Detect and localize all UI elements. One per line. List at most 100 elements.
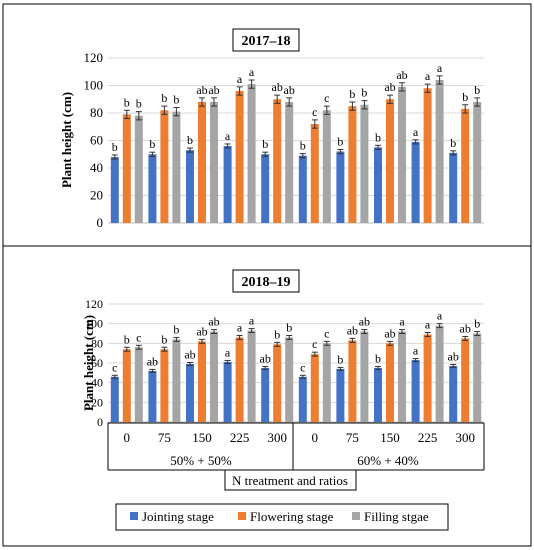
significance-label: b bbox=[375, 130, 381, 144]
bar bbox=[360, 331, 369, 422]
group-label-60-40: 60% + 40% bbox=[357, 453, 419, 468]
bar bbox=[411, 360, 420, 422]
legend: Jointing stage Flowering stage Filling s… bbox=[115, 503, 449, 531]
significance-label: ab bbox=[196, 324, 207, 338]
significance-label: b bbox=[124, 332, 130, 346]
significance-label: b bbox=[300, 139, 306, 153]
significance-label: a bbox=[225, 346, 231, 360]
bar bbox=[435, 80, 444, 223]
y-tick-label: 80 bbox=[91, 336, 103, 350]
bar bbox=[247, 84, 256, 223]
significance-label: b bbox=[474, 317, 480, 331]
legend-swatch-filling bbox=[352, 512, 360, 520]
bar bbox=[122, 114, 131, 223]
significance-label: c bbox=[300, 360, 305, 374]
x-tick-label: 75 bbox=[158, 430, 171, 445]
significance-label: c bbox=[312, 337, 317, 351]
significance-label: b bbox=[173, 322, 179, 336]
bar bbox=[461, 338, 470, 422]
significance-label: ab bbox=[184, 348, 195, 362]
y-tick-label: 120 bbox=[84, 50, 104, 65]
y-tick-label: 20 bbox=[91, 395, 103, 409]
bar bbox=[148, 370, 157, 422]
significance-label: b bbox=[149, 137, 155, 151]
legend-swatch-jointing bbox=[130, 512, 138, 520]
bar bbox=[172, 339, 181, 422]
bar bbox=[386, 99, 394, 223]
bar bbox=[322, 110, 331, 223]
y-tick-label: 60 bbox=[90, 133, 103, 148]
panel-2017-18: 2017–18 Plant height (cm) 0 20 40 60 80 100 12… bbox=[59, 28, 484, 230]
y-tick-label: 40 bbox=[90, 160, 103, 175]
bar bbox=[198, 102, 206, 223]
x-tick-label: 0 bbox=[312, 430, 319, 445]
legend-swatch-flowering bbox=[238, 512, 246, 520]
significance-label: b bbox=[361, 86, 367, 100]
bar bbox=[398, 86, 406, 223]
bar bbox=[160, 110, 169, 223]
significance-label: ab bbox=[396, 68, 407, 82]
significance-label: a bbox=[249, 314, 255, 328]
bar bbox=[110, 376, 119, 422]
bar bbox=[336, 368, 345, 422]
x-tick-label: 75 bbox=[346, 430, 359, 445]
bar bbox=[235, 91, 244, 223]
significance-label: ab bbox=[196, 83, 207, 97]
bar bbox=[374, 147, 382, 223]
x-tick-label: 0 bbox=[124, 430, 131, 445]
bar bbox=[273, 344, 282, 422]
significance-label: c bbox=[136, 330, 141, 344]
significance-label: a bbox=[413, 344, 419, 358]
significance-label: ab bbox=[384, 326, 395, 340]
significance-label: ab bbox=[208, 315, 219, 329]
significance-label: a bbox=[237, 320, 243, 334]
x-tick-label: 300 bbox=[455, 430, 475, 445]
bar bbox=[261, 367, 270, 422]
x-tick-label: 225 bbox=[418, 430, 438, 445]
panel-2017-18-axes: 0 20 40 60 80 100 120 bbox=[84, 50, 484, 230]
bar bbox=[348, 340, 357, 422]
bar bbox=[210, 331, 218, 422]
bar bbox=[386, 343, 394, 422]
panel-2018-19: 2018–19 Plant height (cm) 0 20 40 60 80 100 12… bbox=[81, 269, 485, 491]
significance-label: b bbox=[474, 83, 480, 97]
significance-label: b bbox=[462, 90, 468, 104]
bar bbox=[148, 154, 157, 223]
bar bbox=[310, 354, 319, 422]
y-tick-label: 80 bbox=[90, 105, 103, 120]
panel-2017-18-title: 2017–18 bbox=[242, 34, 291, 49]
significance-label: a bbox=[425, 69, 431, 83]
bar bbox=[223, 146, 232, 223]
significance-label: b bbox=[450, 136, 456, 150]
significance-label: b bbox=[349, 87, 355, 101]
significance-label: b bbox=[161, 91, 167, 105]
significance-label: ab bbox=[448, 349, 459, 363]
y-tick-label: 100 bbox=[85, 317, 103, 331]
y-tick-label: 0 bbox=[97, 215, 104, 230]
panel-2018-19-title-box bbox=[232, 269, 300, 293]
x-axis-title-box bbox=[224, 469, 357, 491]
bar bbox=[210, 102, 218, 223]
significance-label: ab bbox=[272, 80, 283, 94]
panel-2018-19-y-axis-label: Plant height (cm) bbox=[81, 315, 96, 411]
bar bbox=[473, 333, 482, 422]
bar bbox=[322, 343, 331, 422]
bar bbox=[122, 349, 131, 422]
y-tick-label: 0 bbox=[97, 415, 103, 429]
x-axis-title: N treatment and ratios bbox=[232, 473, 348, 488]
significance-label: b bbox=[375, 351, 381, 365]
bar bbox=[235, 337, 244, 422]
group-label-50-50: 50% + 50% bbox=[170, 453, 232, 468]
significance-label: a bbox=[249, 65, 255, 79]
significance-label: b bbox=[136, 97, 142, 111]
significance-label: a bbox=[413, 125, 419, 139]
significance-label: ab bbox=[347, 323, 358, 337]
significance-label: a bbox=[237, 72, 243, 86]
significance-label: c bbox=[324, 91, 329, 105]
significance-label: ab bbox=[384, 80, 395, 94]
bar bbox=[223, 362, 232, 422]
bar bbox=[461, 108, 470, 223]
y-tick-label: 100 bbox=[84, 78, 104, 93]
